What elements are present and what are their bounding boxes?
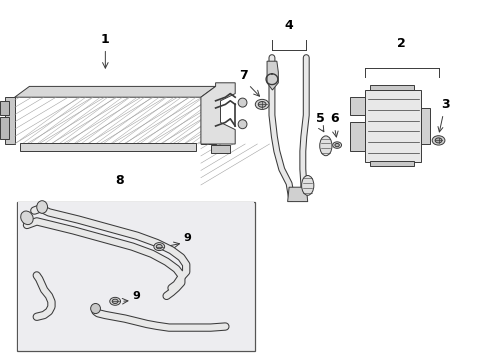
Bar <box>370 161 414 166</box>
Ellipse shape <box>335 144 339 147</box>
Text: 4: 4 <box>285 19 294 32</box>
Polygon shape <box>15 86 216 97</box>
Bar <box>18 202 254 350</box>
Ellipse shape <box>255 99 269 109</box>
Ellipse shape <box>37 201 48 213</box>
Ellipse shape <box>112 299 118 303</box>
Ellipse shape <box>91 303 100 314</box>
Bar <box>0 101 9 115</box>
Bar <box>20 143 196 151</box>
Ellipse shape <box>238 120 247 129</box>
Ellipse shape <box>320 136 332 156</box>
Polygon shape <box>201 83 235 144</box>
Ellipse shape <box>258 102 266 107</box>
Polygon shape <box>201 97 216 144</box>
Polygon shape <box>288 187 308 202</box>
Bar <box>370 85 414 90</box>
Bar <box>365 90 421 162</box>
Polygon shape <box>267 61 278 90</box>
Text: 7: 7 <box>239 69 247 82</box>
Text: 8: 8 <box>116 174 124 186</box>
Text: 3: 3 <box>438 98 450 132</box>
Ellipse shape <box>110 297 121 305</box>
Bar <box>350 97 365 115</box>
Text: 1: 1 <box>101 33 110 46</box>
Ellipse shape <box>154 243 165 251</box>
Ellipse shape <box>333 142 342 148</box>
Text: 9: 9 <box>184 233 192 243</box>
Text: 5: 5 <box>316 112 324 125</box>
Text: 2: 2 <box>397 37 406 50</box>
Ellipse shape <box>432 136 445 145</box>
Ellipse shape <box>435 138 442 143</box>
Ellipse shape <box>238 98 247 107</box>
Bar <box>350 122 365 151</box>
Bar <box>17 202 255 351</box>
Bar <box>421 108 430 144</box>
Ellipse shape <box>156 244 162 249</box>
Bar <box>0 117 9 139</box>
Polygon shape <box>5 97 15 144</box>
Bar <box>211 145 230 153</box>
Ellipse shape <box>301 176 314 195</box>
Text: 6: 6 <box>330 112 339 125</box>
Ellipse shape <box>21 211 33 225</box>
Text: 9: 9 <box>132 291 140 301</box>
